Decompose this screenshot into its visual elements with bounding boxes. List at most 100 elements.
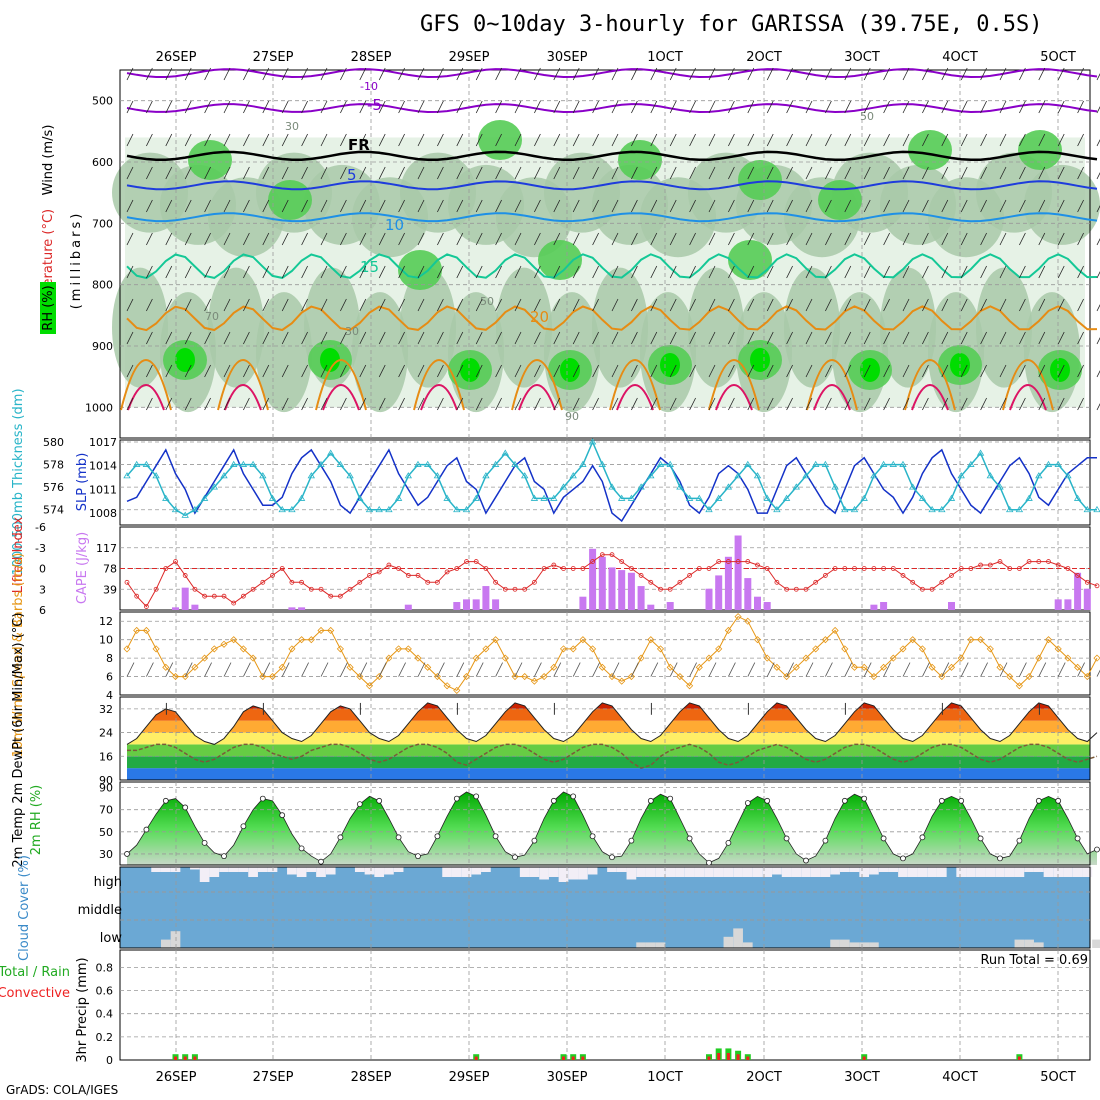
- rh-tick-label: 90: [99, 782, 113, 795]
- wind-barb: [805, 199, 813, 213]
- wind-barb: [825, 166, 832, 180]
- rh2m-panel: 90 70 50 30 2m RH (%): [29, 781, 1100, 866]
- lifted-index-axis-label: Lifted Index: [11, 516, 26, 593]
- wind-barb: [340, 67, 347, 81]
- wind-barb: [1038, 298, 1046, 312]
- wind-barb: [980, 166, 987, 180]
- wind-barb: [766, 166, 774, 180]
- wind-barb: [340, 199, 347, 213]
- wind-barb: [728, 166, 735, 180]
- cloud-high-gap: [1082, 867, 1093, 877]
- thickness-marker: [394, 494, 403, 501]
- lifted-index-marker: [929, 586, 935, 592]
- wind-barb: [146, 265, 153, 279]
- wind-speed-marker: [753, 636, 762, 644]
- wind-barb: [1077, 166, 1084, 180]
- cape-bar: [492, 599, 500, 610]
- thickness-marker: [899, 460, 907, 467]
- wind-barb: [378, 298, 386, 312]
- isotherm-label: 20: [530, 308, 549, 326]
- wind-barb: [805, 662, 814, 677]
- wind-speed-marker: [880, 663, 888, 671]
- cloud-high-gap: [616, 867, 627, 872]
- wind-barb: [592, 232, 599, 246]
- lifted-index-marker: [1036, 559, 1042, 564]
- wind-barb: [262, 199, 270, 213]
- precip-tick-label: 0.6: [96, 985, 114, 998]
- wind-barb: [165, 364, 173, 378]
- wind-barb: [766, 265, 774, 279]
- rh-marker: [473, 793, 480, 800]
- precip-convective-bar: [746, 1056, 750, 1060]
- wind-barb: [1038, 199, 1046, 213]
- thickness-marker: [171, 505, 180, 513]
- thickness-marker: [326, 449, 335, 456]
- wind-speed-marker: [967, 636, 975, 644]
- wind-barb: [320, 662, 329, 677]
- rh-marker: [589, 833, 596, 840]
- rh-bright-blob: [1050, 358, 1070, 382]
- thickness-marker: [695, 494, 704, 501]
- rh-marker: [221, 853, 227, 860]
- lifted-index-marker: [1055, 562, 1061, 568]
- wind-barb: [340, 331, 347, 345]
- wind-barb: [301, 331, 308, 345]
- wind-barb: [204, 364, 211, 378]
- rh-marker: [1094, 846, 1100, 853]
- wind-speed-line: [126, 615, 1098, 692]
- lifted-index-marker: [638, 573, 644, 578]
- wind-barb: [359, 364, 367, 378]
- rh-green-blob: [188, 140, 232, 180]
- wind-barb: [204, 67, 211, 81]
- wind-speed-marker: [986, 645, 994, 653]
- wind-barb: [204, 166, 211, 180]
- rh-contour-label: 70: [205, 310, 219, 323]
- thickness-marker: [1083, 505, 1092, 513]
- thickness-marker: [423, 460, 432, 467]
- temp-line: [126, 702, 1098, 745]
- wind-barb: [146, 662, 154, 677]
- wind-barb: [456, 67, 464, 81]
- wind-barb: [223, 364, 231, 378]
- thickness-marker: [637, 483, 645, 490]
- wind-barb: [320, 397, 328, 411]
- wind-barb: [165, 100, 173, 114]
- isotherm-spike: [518, 384, 556, 411]
- lifted-index-marker: [580, 566, 586, 571]
- cloud-low-bar: [160, 939, 171, 948]
- wind-barb: [534, 298, 541, 312]
- thickness-marker: [802, 472, 810, 479]
- wind-barb: [902, 397, 910, 411]
- cloud-low-bar: [869, 942, 879, 948]
- isotherm-label: FR: [348, 136, 370, 154]
- wind-barb: [922, 397, 929, 411]
- wind-barb: [960, 232, 968, 246]
- cloud-high-gap: [762, 867, 773, 877]
- thickness-marker: [297, 494, 306, 501]
- cape-bar: [298, 607, 306, 610]
- cloud-high-gap: [704, 867, 714, 877]
- thickness-marker: [501, 449, 510, 456]
- wind-barb: [1096, 238, 1100, 246]
- wind-barb: [844, 298, 852, 312]
- bottom-date-label: 30SEP: [547, 1070, 588, 1085]
- cape-bar: [1054, 599, 1062, 610]
- wind-barb: [747, 662, 756, 677]
- isotherm-spike: [511, 359, 563, 411]
- rh-bright-blob: [660, 353, 680, 377]
- rh-marker: [764, 797, 771, 804]
- cloud-high-gap: [558, 867, 569, 882]
- precip-frame: [119, 949, 1091, 1061]
- wind-speed-marker: [870, 672, 878, 681]
- thickness-marker: [821, 460, 830, 467]
- wind-barb: [592, 199, 599, 213]
- rh-marker: [201, 839, 208, 846]
- wind-barb: [1038, 397, 1046, 411]
- wind-barb: [863, 166, 871, 180]
- wind-barb: [534, 67, 541, 81]
- wind-barb: [960, 397, 968, 411]
- rh-marker: [453, 795, 460, 802]
- wind-barb: [631, 298, 638, 312]
- wind-barb: [475, 199, 483, 213]
- wind-barb: [747, 298, 755, 312]
